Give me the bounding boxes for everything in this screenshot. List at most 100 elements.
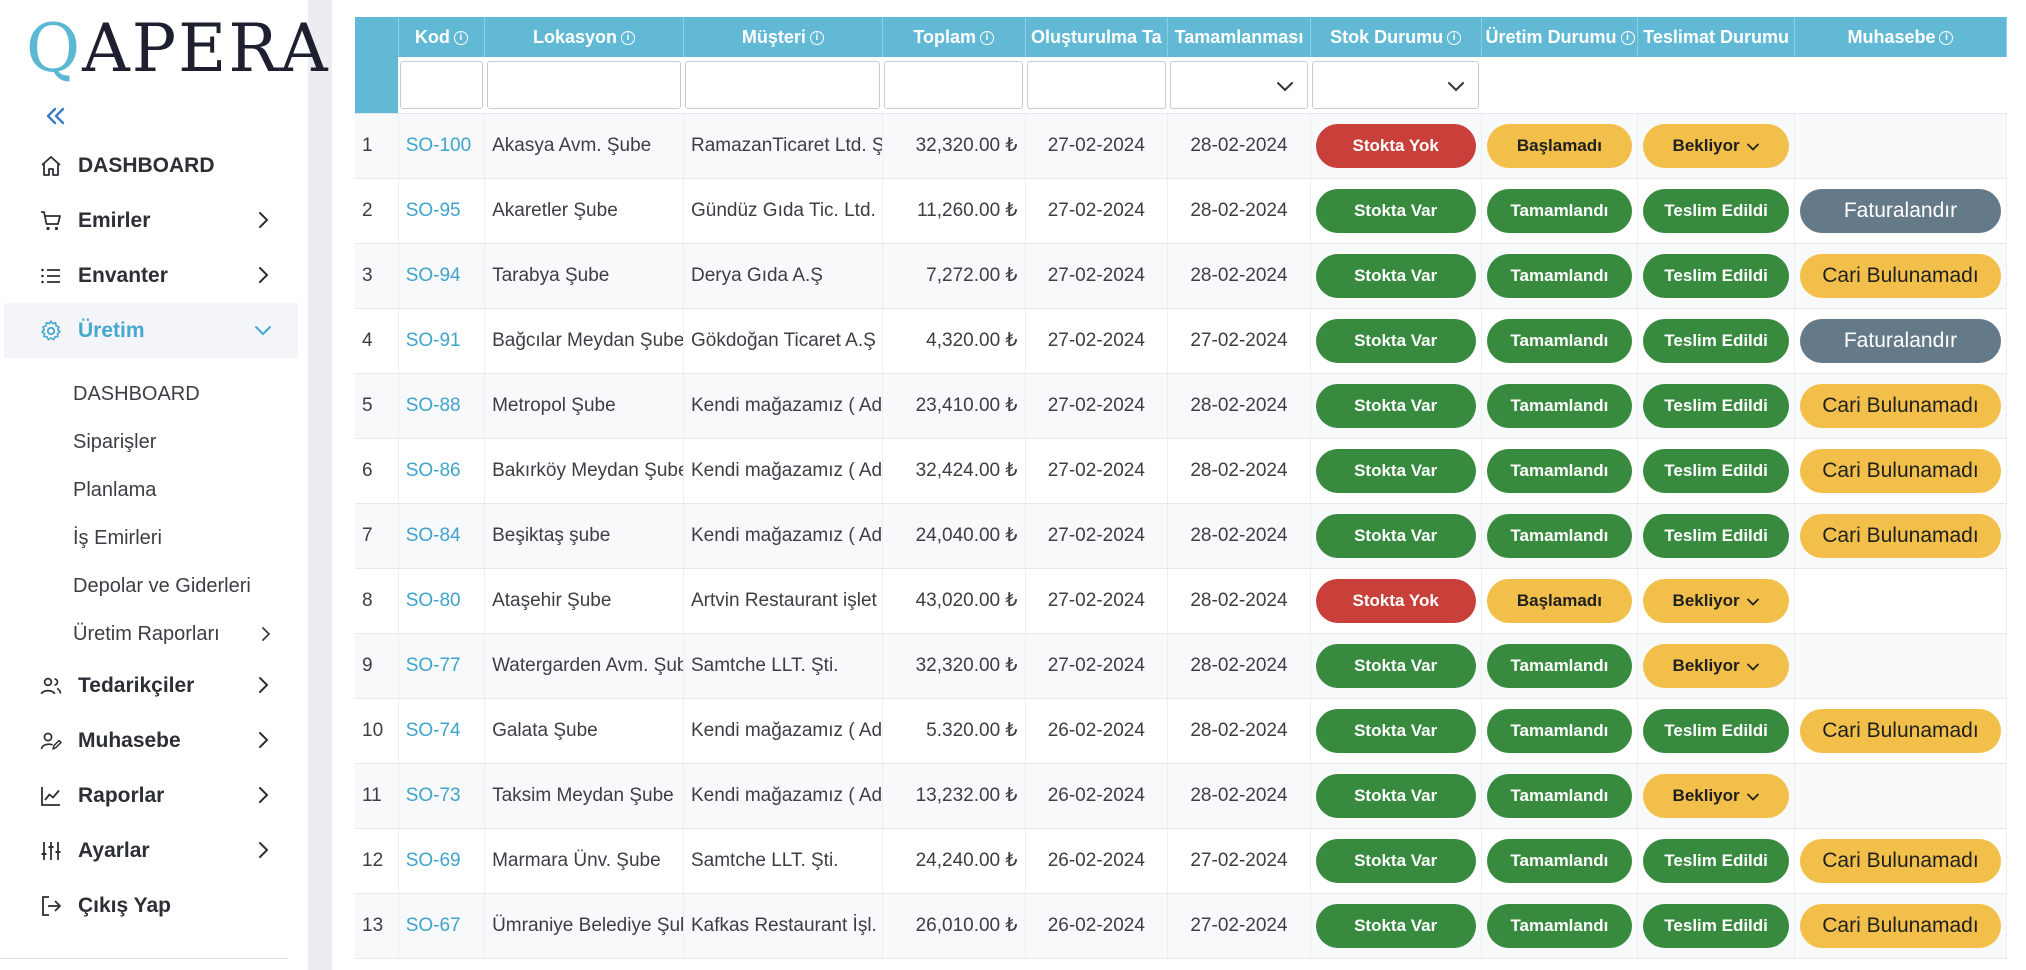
sidebar-subitem-siparisler[interactable]: Siparişler: [73, 430, 157, 453]
order-code-link[interactable]: SO-88: [398, 373, 486, 439]
order-code-link[interactable]: SO-91: [398, 308, 486, 374]
production-status-badge[interactable]: Tamamlandı: [1486, 708, 1633, 753]
production-status-badge[interactable]: Başlamadı: [1486, 123, 1633, 168]
location-cell: Akasya Avm. Şube: [484, 113, 684, 179]
accounting-button[interactable]: Cari Bulunamadı: [1799, 383, 2001, 428]
delivery-status-badge[interactable]: Teslim Edildi: [1643, 903, 1789, 948]
delivery-status-badge[interactable]: Teslim Edildi: [1643, 318, 1789, 363]
accounting-button[interactable]: Faturalandır: [1799, 188, 2001, 233]
stock-status-badge[interactable]: Stokta Yok: [1315, 123, 1476, 168]
sidebar-subitem-dashboard[interactable]: DASHBOARD: [73, 382, 200, 405]
sidebar-subitem-planlama[interactable]: Planlama: [73, 478, 157, 501]
accounting-button[interactable]: Cari Bulunamadı: [1799, 903, 2001, 948]
filter-select-stok[interactable]: [1312, 60, 1480, 109]
accounting-button[interactable]: Faturalandır: [1799, 318, 2001, 363]
stock-status-badge[interactable]: Stokta Var: [1315, 643, 1476, 688]
production-status-badge[interactable]: Tamamlandı: [1486, 513, 1633, 558]
stock-status-badge[interactable]: Stokta Var: [1315, 903, 1476, 948]
sidebar-item-ayarlar[interactable]: Ayarlar: [0, 823, 308, 878]
production-status-badge[interactable]: Tamamlandı: [1486, 448, 1633, 493]
sidebar-item-envanter[interactable]: Envanter: [0, 248, 308, 303]
stock-status-badge[interactable]: Stokta Var: [1315, 448, 1476, 493]
delivery-status-badge[interactable]: Bekliyor: [1643, 773, 1789, 818]
sidebar-item-emirler[interactable]: Emirler: [0, 193, 308, 248]
column-header[interactable]: [355, 17, 399, 57]
order-code-link[interactable]: SO-73: [398, 763, 486, 829]
order-code-link[interactable]: SO-94: [398, 243, 486, 309]
column-header[interactable]: Lokasyon i: [484, 17, 684, 57]
sidebar-item-uretim[interactable]: Üretim: [4, 303, 298, 358]
column-header[interactable]: Toplam i: [882, 17, 1026, 57]
stock-status-badge-label: Stokta Var: [1354, 460, 1438, 480]
column-header[interactable]: Teslimat Durumu: [1637, 17, 1795, 57]
production-status-badge[interactable]: Tamamlandı: [1486, 838, 1633, 883]
order-code-link[interactable]: SO-80: [398, 568, 486, 634]
order-code-link[interactable]: SO-100: [398, 113, 486, 179]
delivery-status-badge[interactable]: Teslim Edildi: [1643, 838, 1789, 883]
order-code-link[interactable]: SO-74: [398, 698, 486, 764]
filter-input-toplam[interactable]: [884, 60, 1023, 109]
accounting-button[interactable]: Cari Bulunamadı: [1799, 513, 2001, 558]
filter-input-musteri[interactable]: [685, 60, 881, 109]
filter-select-tamamlanmasi[interactable]: [1169, 60, 1309, 109]
order-code-link[interactable]: SO-84: [398, 503, 486, 569]
production-status-badge[interactable]: Tamamlandı: [1486, 773, 1633, 818]
accounting-button[interactable]: Cari Bulunamadı: [1799, 253, 2001, 298]
order-code-link[interactable]: SO-86: [398, 438, 486, 504]
stock-status-badge[interactable]: Stokta Var: [1315, 318, 1476, 363]
filter-input-kod[interactable]: [400, 60, 483, 109]
delivery-status-badge[interactable]: Teslim Edildi: [1643, 188, 1789, 233]
order-code-link[interactable]: SO-69: [398, 828, 486, 894]
order-code-link[interactable]: SO-95: [398, 178, 486, 244]
sidebar-subitem-is-emirleri[interactable]: İş Emirleri: [73, 526, 162, 549]
production-status-badge[interactable]: Tamamlandı: [1486, 903, 1633, 948]
accounting-button[interactable]: Cari Bulunamadı: [1799, 708, 2001, 753]
sidebar-item-raporlar[interactable]: Raporlar: [0, 768, 308, 823]
production-status-badge[interactable]: Tamamlandı: [1486, 188, 1633, 233]
delivery-status-badge[interactable]: Bekliyor: [1643, 643, 1789, 688]
sidebar-item-tedarikciler[interactable]: Tedarikçiler: [0, 658, 308, 713]
column-header[interactable]: Kod i: [398, 17, 486, 57]
order-code-link[interactable]: SO-77: [398, 633, 486, 699]
production-status-badge[interactable]: Tamamlandı: [1486, 253, 1633, 298]
customer-cell: Gökdoğan Ticaret A.Ş: [683, 308, 883, 374]
delivery-status-badge[interactable]: Bekliyor: [1643, 578, 1789, 623]
delivery-status-badge[interactable]: Teslim Edildi: [1643, 448, 1789, 493]
delivery-status-badge[interactable]: Teslim Edildi: [1643, 383, 1789, 428]
order-code-link[interactable]: SO-67: [398, 893, 486, 959]
stock-status-badge[interactable]: Stokta Yok: [1315, 578, 1476, 623]
sidebar-subitem-depolar[interactable]: Depolar ve Giderleri: [73, 574, 251, 597]
delivery-status-badge[interactable]: Teslim Edildi: [1643, 513, 1789, 558]
production-status-badge[interactable]: Tamamlandı: [1486, 643, 1633, 688]
stock-status-badge[interactable]: Stokta Var: [1315, 253, 1476, 298]
production-status-badge[interactable]: Tamamlandı: [1486, 318, 1633, 363]
column-header[interactable]: Stok Durumu i: [1310, 17, 1482, 57]
column-header[interactable]: Müşteri i: [683, 17, 883, 57]
column-header[interactable]: Tamamlanması: [1167, 17, 1311, 57]
stock-status-badge[interactable]: Stokta Var: [1315, 708, 1476, 753]
stock-status-badge[interactable]: Stokta Var: [1315, 773, 1476, 818]
production-status-badge[interactable]: Başlamadı: [1486, 578, 1633, 623]
sidebar-item-cikis-yap[interactable]: Çıkış Yap: [0, 878, 308, 933]
filter-input-lokasyon[interactable]: [486, 60, 682, 109]
column-header[interactable]: Oluşturulma Ta: [1025, 17, 1169, 57]
sidebar-item-muhasebe[interactable]: Muhasebe: [0, 713, 308, 768]
production-status-badge[interactable]: Tamamlandı: [1486, 383, 1633, 428]
accounting-button[interactable]: Cari Bulunamadı: [1799, 838, 2001, 883]
brand-logo[interactable]: QAPERA: [26, 10, 330, 87]
accounting-button[interactable]: Cari Bulunamadı: [1799, 448, 2001, 493]
sidebar-subitem-uretim-raporlari[interactable]: Üretim Raporları: [0, 610, 308, 658]
delivery-status-badge[interactable]: Bekliyor: [1643, 123, 1789, 168]
stock-status-badge[interactable]: Stokta Var: [1315, 513, 1476, 558]
delivery-status-badge[interactable]: Teslim Edildi: [1643, 253, 1789, 298]
column-header[interactable]: Muhasebe i: [1794, 17, 2008, 57]
stock-status-badge[interactable]: Stokta Var: [1315, 188, 1476, 233]
collapse-sidebar-icon[interactable]: [42, 104, 68, 128]
delivery-status-badge[interactable]: Teslim Edildi: [1643, 708, 1789, 753]
filter-input-olusturulma[interactable]: [1027, 60, 1166, 109]
sidebar-item-dashboard[interactable]: DASHBOARD: [0, 138, 308, 193]
stock-status-badge[interactable]: Stokta Var: [1315, 383, 1476, 428]
column-header[interactable]: Üretim Durumu i: [1481, 17, 1639, 57]
stock-status-badge[interactable]: Stokta Var: [1315, 838, 1476, 883]
info-icon: i: [1620, 30, 1635, 45]
